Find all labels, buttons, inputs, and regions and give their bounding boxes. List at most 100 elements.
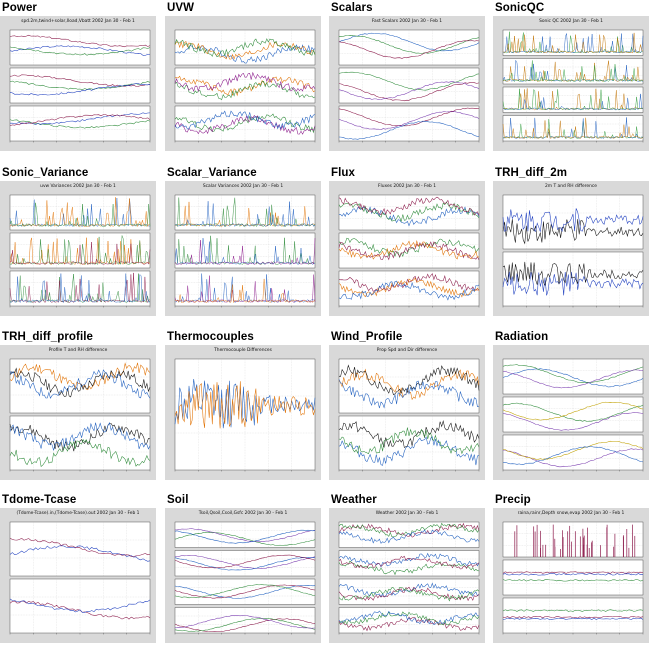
plot-panel (9, 270, 151, 307)
plot-title-link[interactable]: Precip (495, 494, 531, 506)
x-axis-ticks (338, 306, 480, 308)
plot-panel (174, 67, 316, 104)
plot-thumbnail[interactable]: Prop Spd and Dir difference (329, 345, 485, 480)
plot-panel (9, 232, 151, 269)
plot-cell: Wind_Profile Prop Spd and Dir difference (329, 331, 485, 485)
plot-thumbnail[interactable]: Tsoil,Qsoil,Csoil,Gsfc 2002 Jan 30 - Feb… (165, 508, 321, 643)
plot-panel (174, 29, 316, 66)
plot-panel (502, 251, 644, 307)
plot-cell: Power spd.2m,twind+solar,Iload,Vbatt 2002… (0, 2, 156, 156)
plot-subtitle: Prop Spd and Dir difference (377, 347, 438, 353)
plot-thumbnail[interactable]: Profile T and RH difference (0, 345, 156, 480)
plot-thumbnail[interactable]: Weather 2002 Jan 30 - Feb 1 (329, 508, 485, 643)
plot-cell: Scalars Fast Scalars 2002 Jan 30 - Feb 1 (329, 2, 485, 156)
plot-title-link[interactable]: SonicQC (495, 2, 545, 14)
plot-image: Fast Scalars 2002 Jan 30 - Feb 1 (338, 18, 480, 143)
plot-panel (338, 358, 480, 414)
plot-thumbnail[interactable]: spd.2m,twind+solar,Iload,Vbatt 2002 Jan … (0, 16, 156, 151)
plot-panel (338, 607, 480, 634)
plot-panel (502, 194, 644, 250)
plot-image: Tsoil,Qsoil,Csoil,Gsfc 2002 Jan 30 - Feb… (174, 510, 316, 635)
plot-thumbnail[interactable]: (Tdome-Tcase).in,(Tdome-Tcase).out 2002 … (0, 508, 156, 643)
plot-thumbnail[interactable] (493, 345, 649, 480)
plot-panel (338, 578, 480, 605)
plot-thumbnail[interactable]: Thermocouple Differences (165, 345, 321, 480)
plot-image: Sonic QC 2002 Jan 30 - Feb 1 (502, 18, 644, 143)
plot-image: (Tdome-Tcase).in,(Tdome-Tcase).out 2002 … (9, 510, 151, 635)
plot-title-link[interactable]: Thermocouples (167, 331, 254, 343)
plot-subtitle: Fast Scalars 2002 Jan 30 - Feb 1 (372, 18, 442, 24)
plot-image: uvw Variances 2002 Jan 30 - Feb 1 (9, 183, 151, 308)
x-axis-ticks (338, 633, 480, 635)
plot-title-link[interactable]: TRH_diff_2m (495, 167, 568, 179)
plot-title-link[interactable]: TRH_diff_profile (2, 331, 94, 343)
plot-panel (9, 105, 151, 142)
plot-panel (502, 559, 644, 596)
plot-title-link[interactable]: UVW (167, 2, 195, 14)
plot-panel (174, 578, 316, 605)
plot-subtitle: Fluxes 2002 Jan 30 - Feb 1 (378, 183, 436, 189)
x-axis-ticks (502, 633, 644, 635)
plot-title-link[interactable]: Soil (167, 494, 189, 506)
plot-panel (174, 550, 316, 577)
plot-thumbnail[interactable]: Fast Scalars 2002 Jan 30 - Feb 1 (329, 16, 485, 151)
plot-subtitle: Scalar Variances 2002 Jan 30 - Feb 1 (203, 183, 284, 189)
plot-image: Fluxes 2002 Jan 30 - Feb 1 (338, 183, 480, 308)
plot-title-link[interactable]: Radiation (495, 331, 549, 343)
plot-panel (9, 67, 151, 104)
plot-panel (502, 521, 644, 558)
plot-thumbnail[interactable]: Fluxes 2002 Jan 30 - Feb 1 (329, 181, 485, 316)
plot-image: Scalar Variances 2002 Jan 30 - Feb 1 (174, 183, 316, 308)
x-axis-ticks (174, 141, 316, 143)
plot-cell: UVW (165, 2, 321, 156)
plot-title-link[interactable]: Weather (331, 494, 377, 506)
plot-thumbnail[interactable]: 2m T and RH difference (493, 181, 649, 316)
plot-title-link[interactable]: Power (2, 2, 38, 14)
plot-title-link[interactable]: Sonic_Variance (2, 167, 89, 179)
x-axis-ticks (174, 470, 316, 472)
plot-cell: TRH_diff_2m 2m T and RH difference (493, 167, 649, 321)
x-axis-ticks (502, 306, 644, 308)
plot-panel (338, 105, 480, 142)
plot-panel (502, 58, 644, 85)
plot-cell: Scalar_Variance Scalar Variances 2002 Jan… (165, 167, 321, 321)
plot-panel (9, 358, 151, 414)
x-axis-ticks (9, 141, 151, 143)
plot-panel (502, 358, 644, 395)
x-axis-ticks (338, 141, 480, 143)
plot-panel (9, 194, 151, 231)
plot-panel (338, 194, 480, 231)
plot-panel (502, 396, 644, 433)
plot-thumbnail[interactable]: Sonic QC 2002 Jan 30 - Feb 1 (493, 16, 649, 151)
x-axis-ticks (338, 470, 480, 472)
x-axis-ticks (9, 633, 151, 635)
plot-image: Thermocouple Differences (174, 347, 316, 472)
plot-panel (174, 232, 316, 269)
plot-image: Weather 2002 Jan 30 - Feb 1 (338, 510, 480, 635)
plot-subtitle: Tsoil,Qsoil,Csoil,Gsfc 2002 Jan 30 - Feb… (198, 510, 288, 516)
plot-title-link[interactable]: Wind_Profile (331, 331, 403, 343)
plot-thumbnail[interactable]: raina,rainr,Depth snow,evap 2002 Jan 30 … (493, 508, 649, 643)
plot-image (502, 358, 644, 472)
plot-title-link[interactable]: Tdome-Tcase (2, 494, 77, 506)
x-axis-ticks (502, 470, 644, 472)
plot-thumbnail[interactable]: Scalar Variances 2002 Jan 30 - Feb 1 (165, 181, 321, 316)
plot-panel (502, 29, 644, 56)
plot-panel (338, 521, 480, 548)
plot-cell: Precip raina,rainr,Depth snow,evap 2002 J… (493, 494, 649, 648)
plot-thumbnail[interactable] (165, 16, 321, 151)
plot-subtitle: raina,rainr,Depth snow,evap 2002 Jan 30 … (518, 510, 625, 516)
plot-cell: Tdome-Tcase (Tdome-Tcase).in,(Tdome-Tcase… (0, 494, 156, 648)
plot-image: 2m T and RH difference (502, 183, 644, 308)
plot-thumbnail[interactable]: uvw Variances 2002 Jan 30 - Feb 1 (0, 181, 156, 316)
plot-title-link[interactable]: Flux (331, 167, 356, 179)
plot-image: Prop Spd and Dir difference (338, 347, 480, 472)
plot-panel (338, 550, 480, 577)
plot-subtitle: 2m T and RH difference (545, 183, 597, 189)
plot-title-link[interactable]: Scalars (331, 2, 373, 14)
plot-cell: SonicQC Sonic QC 2002 Jan 30 - Feb 1 (493, 2, 649, 156)
plot-subtitle: Sonic QC 2002 Jan 30 - Feb 1 (539, 18, 603, 24)
plot-title-link[interactable]: Scalar_Variance (167, 167, 257, 179)
plot-panel (502, 115, 644, 142)
